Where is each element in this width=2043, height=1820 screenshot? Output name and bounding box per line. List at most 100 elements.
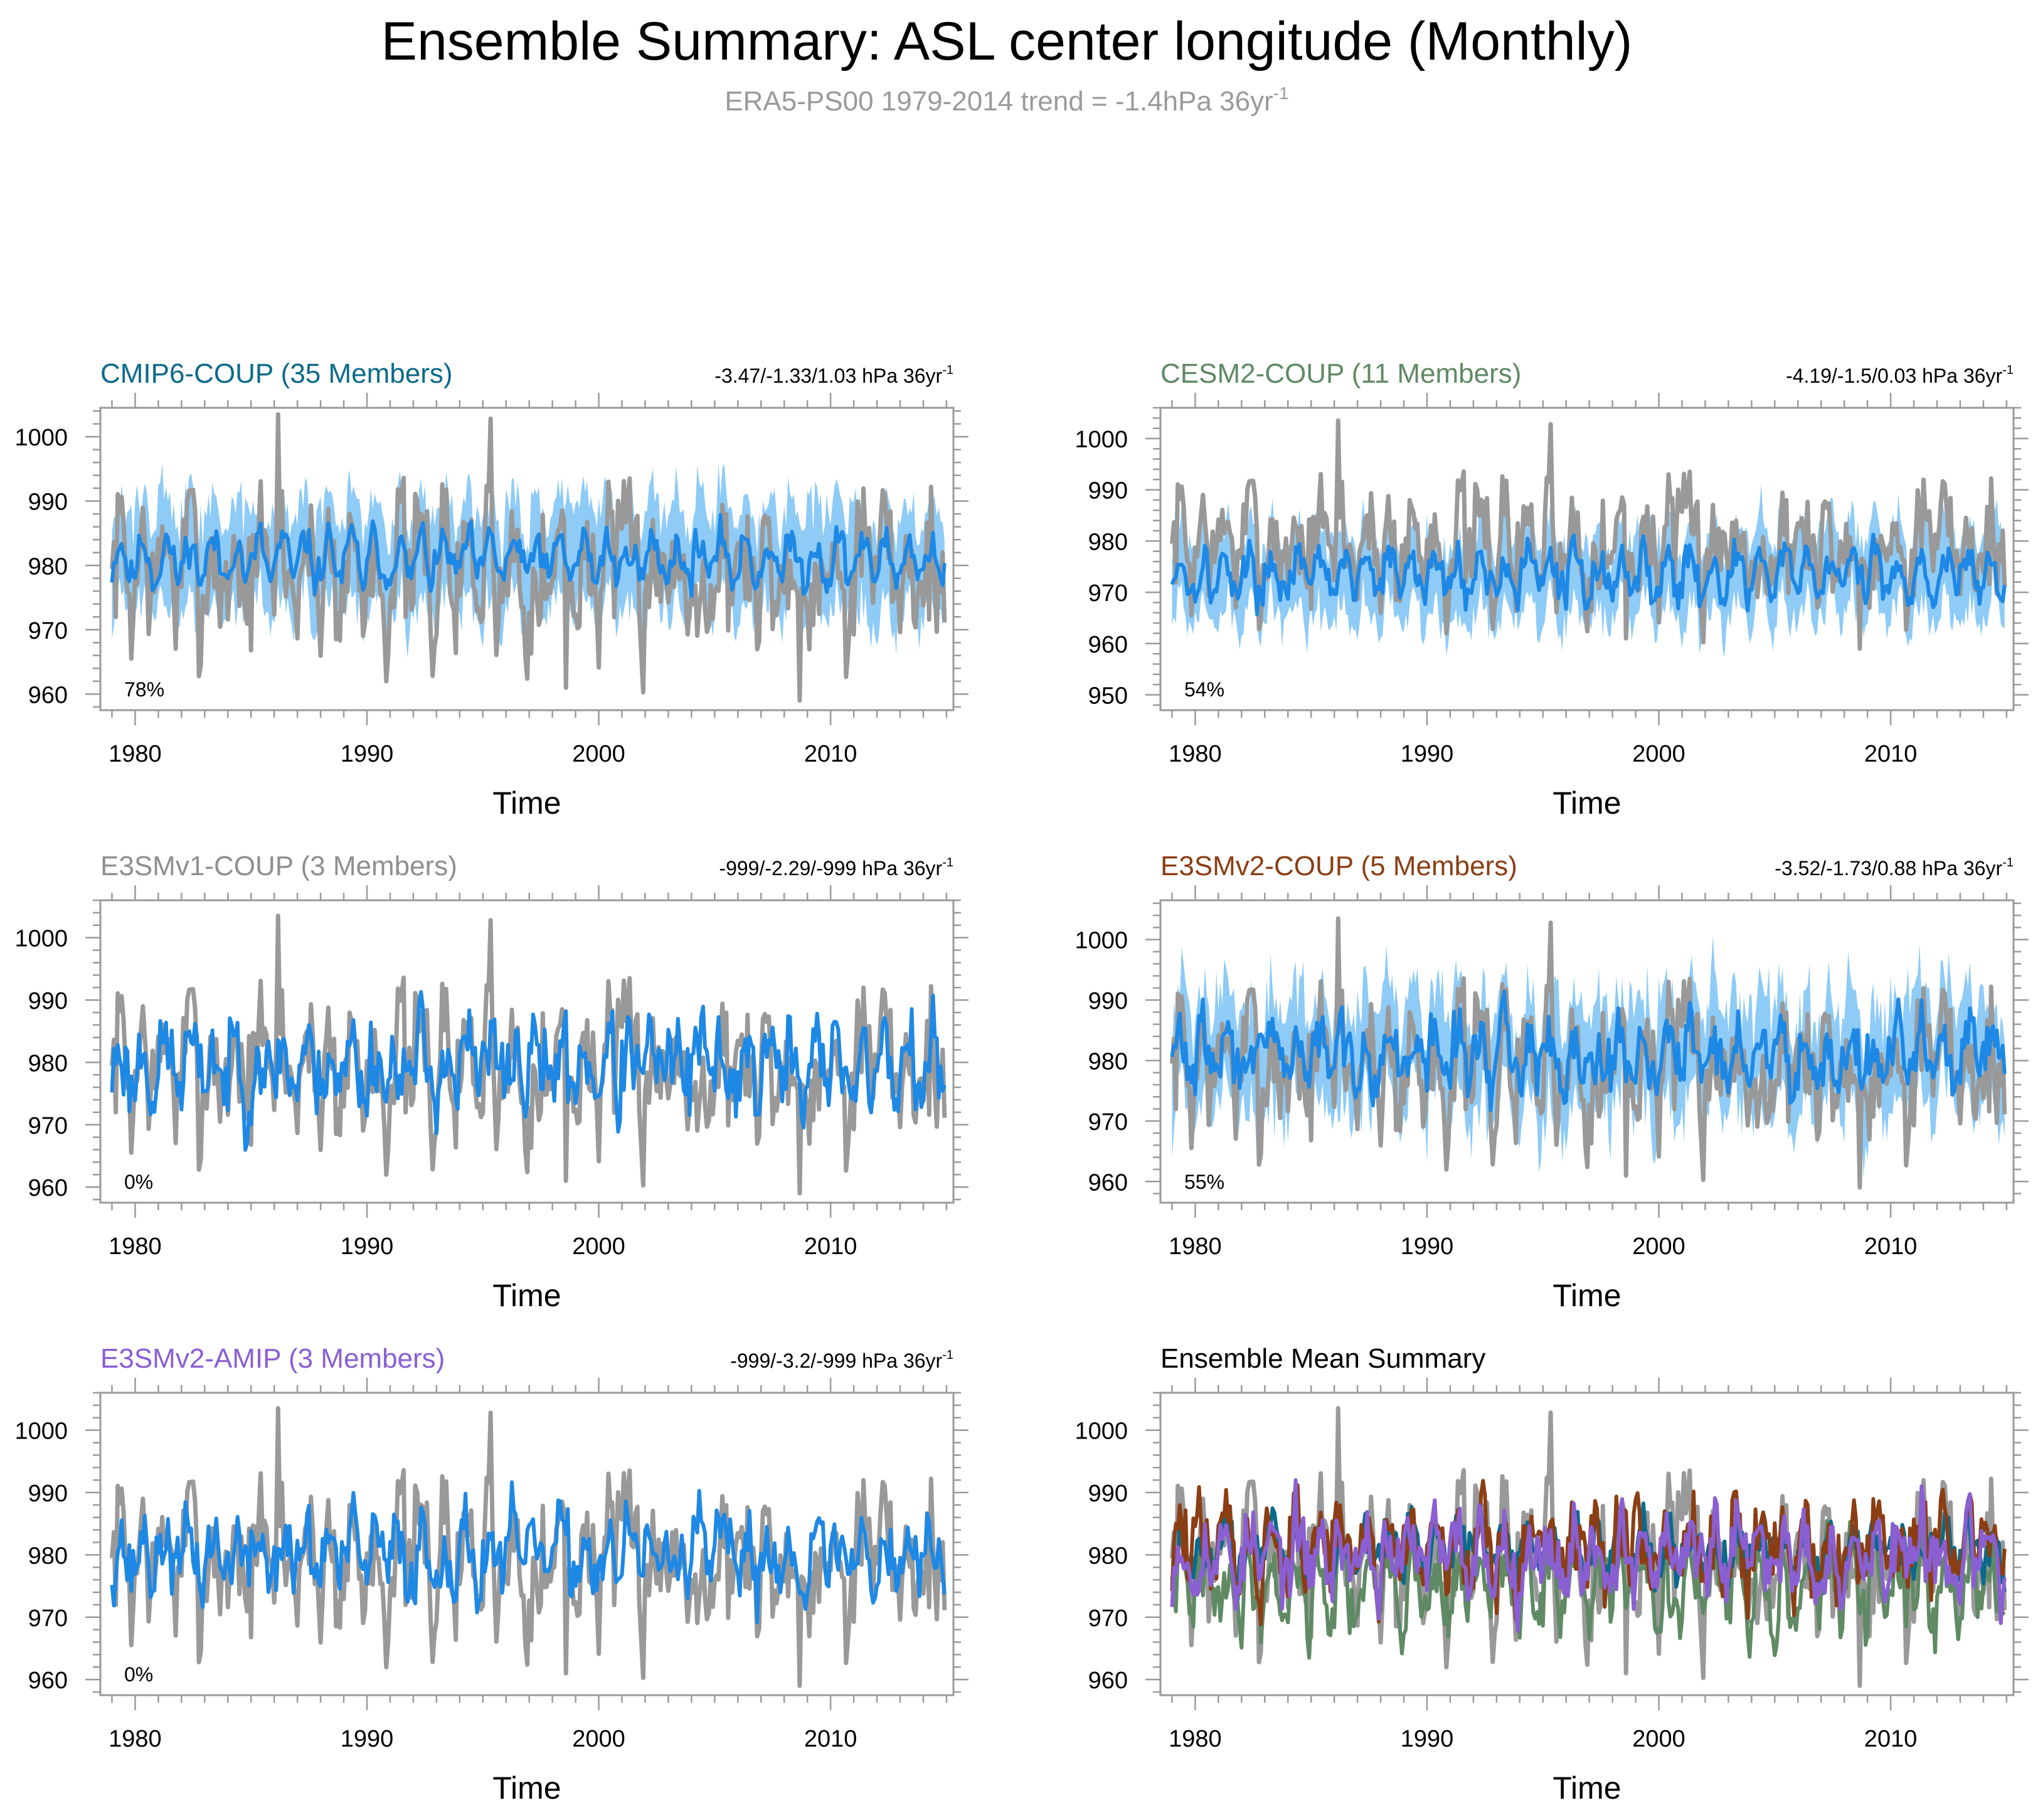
obs-series-line [110, 412, 947, 703]
x-tick-label: 2010 [1864, 1726, 1918, 1752]
model-line-cesm2-coup [1170, 1514, 2006, 1660]
y-tick-label: 1000 [14, 926, 68, 952]
panel-frame [1159, 899, 2015, 1204]
x-tick-label: 1980 [1169, 1726, 1222, 1752]
ensemble-mean-line [110, 1480, 947, 1624]
y-tick-label: 1000 [14, 1418, 68, 1445]
panel-plot-area [110, 412, 947, 703]
obs-series-line [1170, 916, 2007, 1190]
x-tick-label: 1990 [341, 741, 394, 767]
panel-frame [99, 1392, 955, 1696]
x-tick-label: 1980 [109, 1726, 162, 1752]
x-tick-label: 1990 [1401, 1726, 1454, 1752]
y-tick-label: 960 [28, 1175, 68, 1201]
panel-title: Ensemble Mean Summary [1160, 1343, 1485, 1374]
y-tick-label: 970 [1088, 580, 1128, 607]
panel-frame [1159, 1392, 2015, 1696]
trend-text: -999/-3.2/-999 hPa 36yr [730, 1349, 942, 1372]
panel-frame [99, 899, 955, 1204]
x-axis-label: Time [492, 1770, 561, 1806]
panel-plot-area [1170, 1406, 2007, 1688]
x-tick-label: 1990 [341, 1233, 394, 1260]
x-tick-label: 2010 [1864, 741, 1918, 767]
y-tick-label: 960 [1088, 1169, 1128, 1196]
y-tick-label: 970 [1088, 1605, 1128, 1632]
y-tick-label: 990 [1088, 1481, 1128, 1507]
y-tick-label: 980 [28, 1050, 68, 1077]
x-tick-label: 2000 [572, 1726, 625, 1752]
ensemble-mean-line [110, 513, 947, 599]
panel-trend: -3.52/-1.73/0.88 hPa 36yr-1 [1775, 856, 2014, 880]
x-tick-label: 2010 [804, 1233, 857, 1260]
panel-plot-area [1170, 916, 2007, 1190]
y-tick-label: 970 [1088, 1109, 1128, 1136]
y-tick-label: 980 [1088, 529, 1128, 555]
y-tick-label: 980 [28, 1543, 68, 1569]
figure-subtitle: ERA5-PS00 1979-2014 trend = -1.4hPa 36yr… [724, 83, 1288, 117]
x-tick-label: 2010 [804, 741, 857, 767]
x-tick-label: 2000 [1632, 1233, 1685, 1260]
panel-plot-area [110, 913, 947, 1196]
obs-series-line [110, 1406, 947, 1688]
trend-text: -4.19/-1.5/0.03 hPa 36yr [1786, 365, 2002, 387]
chart-panel-e3smv1-coup: E3SMv1-COUP (3 Members) -999/-2.29/-999 h… [14, 851, 968, 1313]
y-tick-label: 950 [1088, 683, 1128, 709]
chart-panel-cmip6-coup: CMIP6-COUP (35 Members) -3.47/-1.33/1.03 … [14, 358, 968, 821]
y-tick-label: 980 [28, 553, 68, 580]
chart-panel-e3smv2-amip: E3SMv2-AMIP (3 Members) -999/-3.2/-999 hP… [14, 1343, 968, 1806]
x-tick-label: 2000 [1632, 741, 1685, 767]
panel-percent: 55% [1184, 1171, 1224, 1193]
x-axis-label: Time [492, 785, 561, 821]
x-tick-label: 1990 [341, 1726, 394, 1752]
panel-trend: -3.47/-1.33/1.03 hPa 36yr-1 [714, 363, 953, 387]
trend-superscript: -1 [2002, 856, 2014, 870]
x-tick-label: 1980 [1169, 1233, 1222, 1260]
y-tick-label: 980 [1088, 1048, 1128, 1075]
y-tick-label: 980 [1088, 1543, 1128, 1569]
ensemble-mean-line [1170, 533, 2007, 617]
trend-superscript: -1 [2002, 363, 2014, 377]
x-tick-label: 1990 [1401, 741, 1454, 767]
y-tick-label: 960 [1088, 1668, 1128, 1694]
y-tick-label: 1000 [1075, 1418, 1128, 1445]
panel-trend: -999/-2.29/-999 hPa 36yr-1 [719, 856, 953, 880]
x-tick-label: 1980 [109, 1233, 162, 1260]
x-axis-label: Time [1552, 785, 1621, 821]
y-tick-label: 960 [1088, 632, 1128, 658]
y-tick-label: 1000 [1075, 427, 1128, 453]
y-tick-label: 970 [28, 1113, 68, 1139]
y-tick-label: 1000 [14, 425, 68, 451]
panel-title: CESM2-COUP (11 Members) [1160, 358, 1521, 389]
panel-trend: -4.19/-1.5/0.03 hPa 36yr-1 [1786, 363, 2014, 387]
x-tick-label: 1980 [1169, 741, 1222, 767]
trend-text: -3.52/-1.73/0.88 hPa 36yr [1775, 857, 2002, 880]
y-tick-label: 990 [28, 1481, 68, 1507]
trend-superscript: -1 [942, 363, 953, 377]
model-line-e3smv2-amip [1170, 1478, 2007, 1633]
y-tick-label: 990 [28, 489, 68, 516]
x-tick-label: 1990 [1401, 1233, 1454, 1260]
x-tick-label: 2000 [1632, 1726, 1685, 1752]
x-tick-label: 1980 [109, 741, 162, 767]
x-tick-label: 2000 [572, 1233, 625, 1260]
y-tick-label: 1000 [1075, 928, 1128, 954]
trend-text: -3.47/-1.33/1.03 hPa 36yr [714, 365, 942, 387]
x-axis-label: Time [1552, 1278, 1621, 1313]
panels-grid: CMIP6-COUP (35 Members) -3.47/-1.33/1.03 … [14, 358, 2029, 1806]
y-tick-label: 990 [1088, 478, 1128, 504]
panel-frame [99, 407, 955, 711]
chart-panel-cesm2-coup: CESM2-COUP (11 Members) -4.19/-1.5/0.03 h… [1075, 358, 2029, 821]
panel-frame [1159, 407, 2015, 711]
y-tick-label: 990 [1088, 988, 1128, 1014]
y-tick-label: 970 [28, 618, 68, 644]
panel-title: E3SMv2-COUP (5 Members) [1160, 851, 1517, 881]
x-tick-label: 2010 [1864, 1233, 1918, 1260]
panel-percent: 0% [124, 1171, 153, 1193]
ensemble-mean-line [1170, 989, 2007, 1112]
y-tick-label: 990 [28, 988, 68, 1014]
panel-title: E3SMv2-AMIP (3 Members) [100, 1343, 445, 1374]
x-axis-label: Time [1552, 1770, 1621, 1806]
trend-superscript: -1 [942, 856, 953, 870]
figure-title: Ensemble Summary: ASL center longitude (… [381, 11, 1633, 72]
